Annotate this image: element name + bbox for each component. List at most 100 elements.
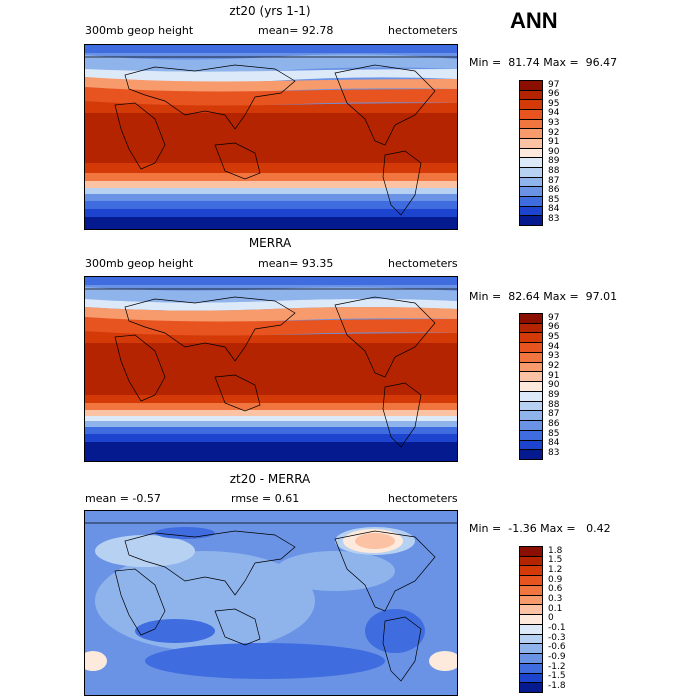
colorbar-swatch bbox=[520, 382, 542, 392]
panel-left-label: 300mb geop height bbox=[85, 24, 194, 37]
colorbar-tick: 95 bbox=[548, 98, 560, 109]
colorbar-swatch bbox=[520, 576, 542, 586]
colorbar-tick: 84 bbox=[548, 204, 560, 215]
map-field bbox=[85, 45, 457, 229]
colorbar-tick: -0.1 bbox=[548, 623, 566, 634]
panel-left-label: 300mb geop height bbox=[85, 257, 194, 270]
panel-minmax: Min = 81.74 Max = 96.47 bbox=[469, 56, 618, 69]
colorbar-swatch bbox=[520, 634, 542, 645]
colorbar-swatch bbox=[520, 673, 542, 684]
map-field bbox=[85, 511, 457, 695]
colorbar-swatch bbox=[520, 421, 542, 431]
colorbar-swatch bbox=[520, 430, 542, 441]
colorbar-swatch bbox=[520, 81, 542, 91]
colorbar-swatch bbox=[520, 372, 542, 383]
colorbar-swatch bbox=[520, 654, 542, 664]
colorbar-swatch bbox=[520, 401, 542, 412]
colorbar-swatch bbox=[520, 314, 542, 324]
colorbar-swatch bbox=[520, 663, 542, 674]
colorbar-swatch bbox=[520, 216, 542, 226]
colorbar-tick: 96 bbox=[548, 89, 560, 100]
colorbar-tick: 1.2 bbox=[548, 565, 563, 576]
colorbar-swatch bbox=[520, 139, 542, 149]
season-label: ANN bbox=[510, 8, 558, 33]
colorbar-swatch bbox=[520, 323, 542, 334]
panel-title: zt20 - MERRA bbox=[229, 472, 311, 486]
colorbar-swatch bbox=[520, 644, 542, 655]
panel-minmax: Min = 82.64 Max = 97.01 bbox=[469, 290, 618, 303]
colorbar-tick: 86 bbox=[548, 419, 560, 430]
colorbar-model bbox=[519, 80, 543, 226]
colorbar-tick: 0.1 bbox=[548, 603, 563, 614]
panel-units-label: hectometers bbox=[388, 257, 458, 270]
panel-rmse-label: rmse = 0.61 bbox=[231, 492, 300, 505]
colorbar-swatch bbox=[520, 683, 542, 693]
colorbar-swatch bbox=[520, 148, 542, 159]
colorbar-tick: 94 bbox=[548, 108, 560, 119]
colorbar-tick: 85 bbox=[548, 194, 560, 205]
colorbar-tick: -1.5 bbox=[548, 671, 566, 682]
colorbar-tick: 1.5 bbox=[548, 555, 563, 566]
colorbar-tick: 1.8 bbox=[548, 545, 563, 556]
colorbar-swatch bbox=[520, 168, 542, 178]
panel-mean-label: mean= 92.78 bbox=[258, 24, 334, 37]
colorbar-labels: 97 96 95 94 93 92 91 90 89 88 87 86 85 8… bbox=[548, 313, 559, 458]
colorbar-swatch bbox=[520, 197, 542, 207]
colorbar-tick: -0.3 bbox=[548, 632, 566, 643]
colorbar-swatch bbox=[520, 595, 542, 606]
colorbar-tick: 95 bbox=[548, 332, 560, 343]
colorbar-swatch bbox=[520, 352, 542, 363]
colorbar-tick: 92 bbox=[548, 127, 560, 138]
colorbar-tick: 84 bbox=[548, 438, 560, 449]
colorbar-swatch bbox=[520, 158, 542, 169]
colorbar-tick: 0.3 bbox=[548, 594, 563, 605]
colorbar-swatch bbox=[520, 615, 542, 625]
colorbar-tick: 0 bbox=[548, 613, 554, 624]
colorbar-tick: 93 bbox=[548, 117, 560, 128]
map-diff bbox=[84, 510, 458, 696]
colorbar-swatch bbox=[520, 391, 542, 402]
colorbar-tick: 90 bbox=[548, 380, 560, 391]
colorbar-labels: 1.8 1.5 1.2 0.9 0.6 0.3 0.1 0 -0.1 -0.3 … bbox=[548, 546, 566, 691]
colorbar-tick: 93 bbox=[548, 351, 560, 362]
colorbar-swatch bbox=[520, 450, 542, 460]
colorbar-swatch bbox=[520, 343, 542, 353]
colorbar-swatch bbox=[520, 110, 542, 120]
map-obs bbox=[84, 276, 458, 462]
panel-mean-label: mean = -0.57 bbox=[85, 492, 161, 505]
colorbar-swatch bbox=[520, 333, 542, 344]
colorbar-tick: -0.9 bbox=[548, 652, 566, 663]
colorbar-swatch bbox=[520, 566, 542, 577]
panel-title: zt20 (yrs 1-1) bbox=[229, 4, 311, 18]
colorbar-tick: 83 bbox=[548, 448, 560, 459]
colorbar-tick: 91 bbox=[548, 137, 560, 148]
colorbar-swatch bbox=[520, 605, 542, 616]
colorbar-tick: 87 bbox=[548, 409, 560, 420]
colorbar-swatch bbox=[520, 119, 542, 130]
colorbar-swatch bbox=[520, 206, 542, 217]
colorbar-tick: 97 bbox=[548, 79, 560, 90]
colorbar-swatch bbox=[520, 90, 542, 101]
colorbar-tick: 0.9 bbox=[548, 574, 563, 585]
colorbar-swatch bbox=[520, 547, 542, 557]
colorbar-swatch bbox=[520, 556, 542, 567]
colorbar-tick: 90 bbox=[548, 146, 560, 157]
colorbar-tick: -0.6 bbox=[548, 642, 566, 653]
colorbar-tick: 0.6 bbox=[548, 584, 563, 595]
colorbar-tick: 96 bbox=[548, 322, 560, 333]
colorbar-labels: 97 96 95 94 93 92 91 90 89 88 87 86 85 8… bbox=[548, 80, 559, 224]
map-field bbox=[85, 277, 457, 461]
panel-units-label: hectometers bbox=[388, 492, 458, 505]
colorbar-swatch bbox=[520, 585, 542, 596]
colorbar-tick: 94 bbox=[548, 341, 560, 352]
colorbar-obs bbox=[519, 313, 543, 460]
colorbar-swatch bbox=[520, 100, 542, 111]
colorbar-tick: 83 bbox=[548, 213, 560, 224]
colorbar-tick: 87 bbox=[548, 175, 560, 186]
colorbar-tick: -1.8 bbox=[548, 681, 566, 692]
panel-title: MERRA bbox=[248, 236, 292, 250]
colorbar-tick: 92 bbox=[548, 361, 560, 372]
colorbar-tick: 86 bbox=[548, 185, 560, 196]
colorbar-tick: 91 bbox=[548, 370, 560, 381]
colorbar-swatch bbox=[520, 177, 542, 188]
